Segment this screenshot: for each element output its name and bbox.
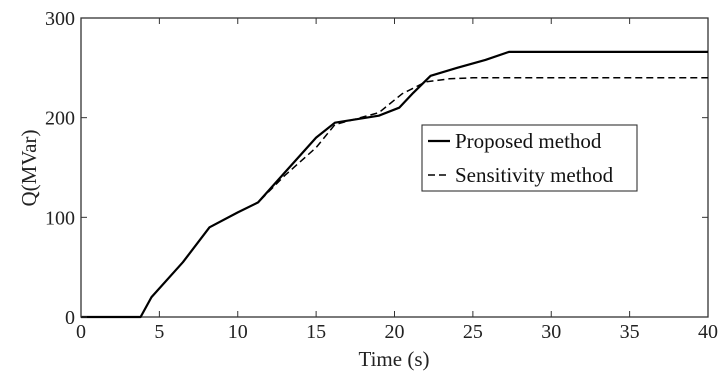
legend-label: Proposed method (455, 129, 602, 153)
y-tick-label: 0 (65, 307, 75, 329)
x-tick-label: 35 (620, 321, 640, 343)
series-line-sensitivity (81, 78, 708, 317)
x-tick-label: 10 (228, 321, 248, 343)
x-tick-label: 0 (76, 321, 86, 343)
x-tick-label: 25 (463, 321, 483, 343)
x-tick-label: 40 (698, 321, 718, 343)
x-axis-label: Time (s) (359, 347, 430, 371)
legend: Proposed method Sensitivity method (422, 125, 637, 191)
x-tick-label: 5 (154, 321, 164, 343)
x-tick-label: 15 (306, 321, 326, 343)
legend-label: Sensitivity method (455, 163, 614, 187)
y-tick-label: 300 (45, 8, 75, 30)
x-tick-label: 30 (541, 321, 561, 343)
y-tick-label: 200 (45, 108, 75, 130)
y-axis-label: Q(MVar) (17, 130, 41, 207)
y-tick-label: 100 (45, 207, 75, 229)
x-tick-label: 20 (385, 321, 405, 343)
